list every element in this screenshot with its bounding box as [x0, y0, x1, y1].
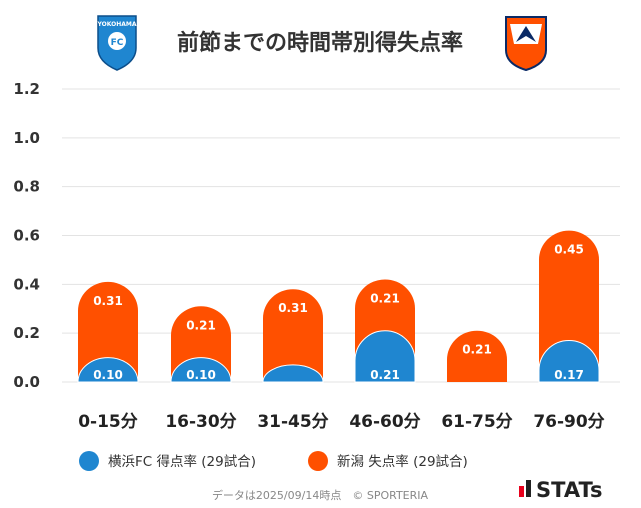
data-label-away-5: 0.45 [554, 243, 584, 257]
home-logo-text: YOKOHAMA [97, 21, 137, 28]
data-label-away-2: 0.31 [278, 301, 308, 315]
y-tick-label: 0.0 [13, 373, 40, 391]
y-tick-label: 0.6 [13, 227, 40, 245]
legend-label-home: 横浜FC 得点率 (29試合) [108, 453, 256, 470]
footer-note: データは2025/09/14時点 © SPORTERIA [212, 488, 429, 502]
bar-home-2 [262, 364, 324, 383]
stats-logo: STATs [519, 478, 602, 502]
chart-title: 前節までの時間帯別得失点率 [177, 30, 463, 56]
legend-marker-away [308, 451, 328, 471]
data-label-home-5: 0.17 [554, 368, 584, 382]
bar-home-5 [538, 340, 600, 383]
home-badge-circle [108, 32, 126, 50]
legend: 横浜FC 得点率 (29試合) 新潟 失点率 (29試合) [79, 451, 468, 471]
x-tick-label: 31-45分 [257, 412, 328, 432]
data-label-away-4: 0.21 [462, 343, 492, 357]
bar-away-0 [78, 281, 138, 382]
x-tick-label: 0-15分 [78, 412, 138, 432]
stats-brand: STATs [536, 478, 602, 502]
data-label-home-0: 0.10 [93, 368, 123, 382]
bar-home-0 [77, 357, 139, 383]
bar-away-2 [263, 289, 323, 382]
bar-home-1 [170, 357, 232, 383]
home-badge-text: FC [111, 38, 124, 48]
data-label-home-1: 0.10 [186, 368, 216, 382]
data-label-home-3: 0.21 [370, 368, 400, 382]
data-label-away-1: 0.21 [186, 318, 216, 332]
data-label-away-3: 0.21 [370, 291, 400, 305]
x-tick-label: 16-30分 [165, 412, 236, 432]
y-tick-label: 0.2 [13, 324, 40, 342]
stats-bar-icon [519, 486, 524, 497]
home-team-logo: YOKOHAMA FC [97, 15, 137, 71]
away-team-logo [505, 16, 547, 72]
x-tick-label: 76-90分 [533, 412, 604, 432]
legend-marker-home [79, 451, 99, 471]
legend-label-away: 新潟 失点率 (29試合) [337, 453, 468, 470]
y-tick-label: 1.0 [13, 129, 40, 147]
stats-bar-icon-2 [526, 480, 531, 497]
bar-away-4 [447, 330, 507, 382]
x-tick-label: 61-75分 [441, 412, 512, 432]
away-bird-icon [516, 26, 536, 42]
data-label-away-0: 0.31 [93, 294, 123, 308]
x-tick-label: 46-60分 [349, 412, 420, 432]
y-tick-label: 0.4 [13, 275, 40, 293]
bar-home-3 [354, 330, 416, 383]
y-tick-label: 1.2 [13, 80, 40, 98]
y-tick-label: 0.8 [13, 178, 40, 196]
